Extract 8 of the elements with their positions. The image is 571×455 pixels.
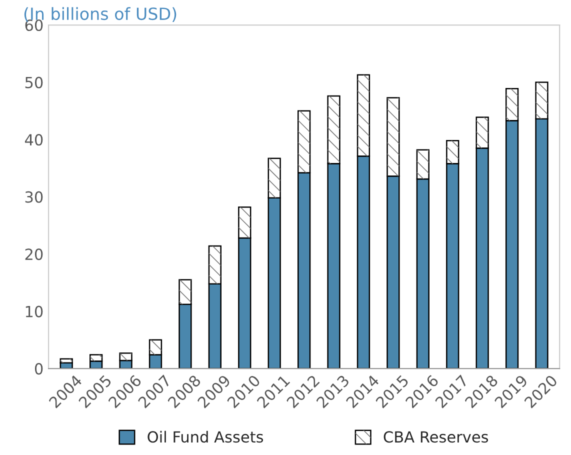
- y-tick-label: 10: [26, 306, 43, 318]
- y-tick-label: 0: [34, 363, 43, 375]
- legend-label: CBA Reserves: [384, 431, 488, 443]
- y-tick-label: 50: [25, 76, 43, 88]
- y-tick-label: 20: [25, 248, 43, 260]
- legend-label: Oil Fund Assets: [148, 430, 264, 443]
- y-tick-label: 40: [24, 134, 43, 146]
- y-tick-label: 30: [25, 191, 43, 203]
